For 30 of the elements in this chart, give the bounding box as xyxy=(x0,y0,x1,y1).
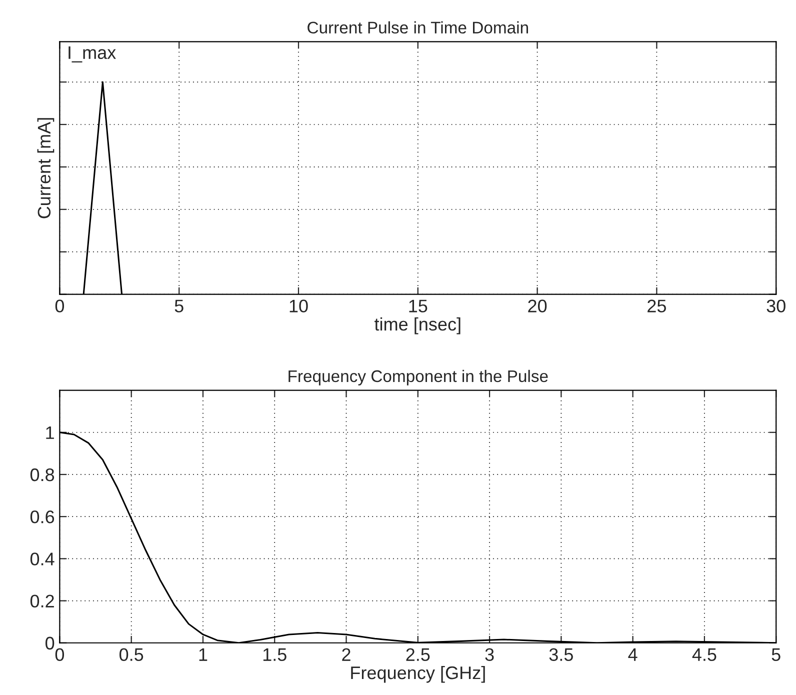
x-tick-label: 2.5 xyxy=(406,648,430,661)
x-tick-label: 2 xyxy=(342,648,350,661)
x-tick-label: 1.5 xyxy=(263,648,286,661)
x-tick-label: 4 xyxy=(628,648,638,661)
x-tick-label: 10 xyxy=(290,300,308,312)
x-axis-title: time [nsec] xyxy=(374,317,460,334)
chart-title: Frequency Component in the Pulse xyxy=(288,370,548,386)
x-tick-label: 5 xyxy=(772,648,780,661)
chart-title: Current Pulse in Time Domain xyxy=(308,21,528,34)
y-tick-label: 1 xyxy=(46,426,54,439)
x-tick-label: 1 xyxy=(199,648,208,661)
x-tick-label: 4.5 xyxy=(692,648,716,661)
y-tick-label: 0.6 xyxy=(30,510,54,524)
x-tick-label: 3 xyxy=(485,648,494,661)
x-tick-label: 0 xyxy=(55,300,64,312)
x-tick-label: 15 xyxy=(409,300,428,312)
x-tick-label: 25 xyxy=(648,300,666,312)
x-tick-label: 20 xyxy=(528,300,547,312)
y-tick-label: 0.2 xyxy=(30,594,54,608)
x-tick-label: 30 xyxy=(766,300,786,312)
x-axis-title: Frequency [GHz] xyxy=(351,666,485,683)
annotation: I_max xyxy=(68,46,116,62)
y-tick-label: 0.4 xyxy=(30,552,54,566)
y-tick-label: 0.8 xyxy=(30,468,54,482)
y-tick-label: 0 xyxy=(46,636,54,650)
x-tick-label: 0.5 xyxy=(119,648,144,661)
y-axis-title: Current [mA] xyxy=(37,118,54,218)
x-tick-label: 0 xyxy=(55,648,64,661)
x-tick-label: 5 xyxy=(174,300,184,312)
x-tick-label: 3.5 xyxy=(549,648,573,661)
